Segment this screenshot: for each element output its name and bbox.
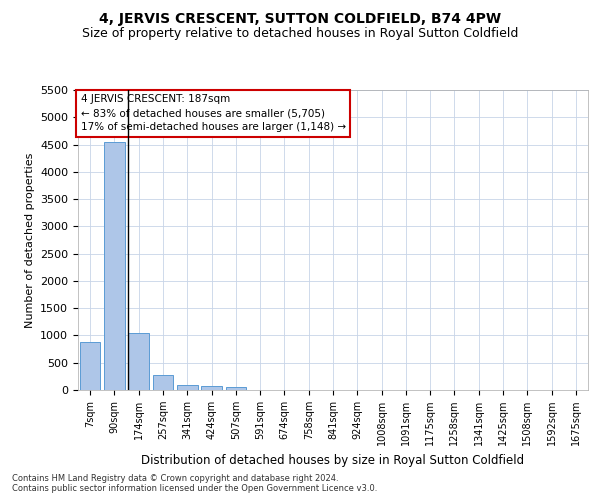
Y-axis label: Number of detached properties: Number of detached properties (25, 152, 35, 328)
Text: Size of property relative to detached houses in Royal Sutton Coldfield: Size of property relative to detached ho… (82, 28, 518, 40)
X-axis label: Distribution of detached houses by size in Royal Sutton Coldfield: Distribution of detached houses by size … (142, 454, 524, 466)
Bar (128, 332, 149, 390)
Text: 4, JERVIS CRESCENT, SUTTON COLDFIELD, B74 4PW: 4, JERVIS CRESCENT, SUTTON COLDFIELD, B7… (99, 12, 501, 26)
Bar (226, 388, 246, 390)
Bar (177, 385, 197, 390)
Bar (80, 342, 100, 390)
Bar (152, 375, 173, 390)
Bar (201, 386, 222, 390)
Text: 4 JERVIS CRESCENT: 187sqm
← 83% of detached houses are smaller (5,705)
17% of se: 4 JERVIS CRESCENT: 187sqm ← 83% of detac… (80, 94, 346, 132)
Bar (104, 142, 125, 390)
Text: Contains public sector information licensed under the Open Government Licence v3: Contains public sector information licen… (12, 484, 377, 493)
Text: Contains HM Land Registry data © Crown copyright and database right 2024.: Contains HM Land Registry data © Crown c… (12, 474, 338, 483)
